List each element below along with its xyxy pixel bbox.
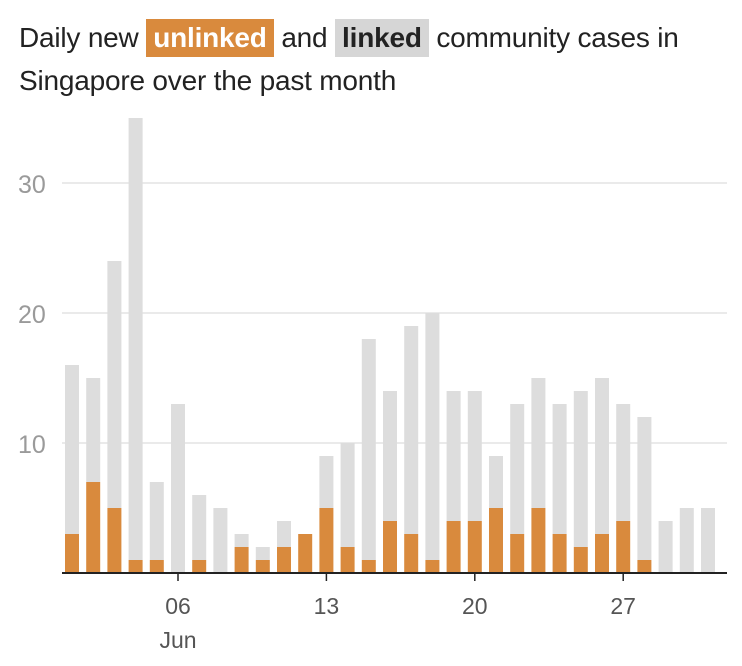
bar-linked bbox=[340, 443, 355, 547]
bar-unlinked bbox=[319, 508, 334, 573]
x-tick-label: 13 bbox=[314, 593, 340, 619]
bar-unlinked bbox=[552, 534, 567, 573]
bar-linked bbox=[531, 378, 546, 508]
bar-unlinked bbox=[234, 547, 249, 573]
title-text-2: and bbox=[281, 22, 328, 53]
bar-linked bbox=[467, 391, 482, 521]
bar-linked bbox=[489, 456, 503, 508]
bar-linked bbox=[404, 326, 419, 534]
y-tick-label: 10 bbox=[18, 431, 46, 459]
bar-unlinked bbox=[637, 560, 652, 573]
bar-unlinked bbox=[573, 547, 588, 573]
x-tick-label: 06 bbox=[165, 593, 191, 619]
bar-unlinked bbox=[531, 508, 546, 573]
bar-linked bbox=[595, 378, 609, 534]
y-tick-label: 30 bbox=[18, 171, 46, 199]
bar-unlinked bbox=[404, 534, 419, 573]
bar-unlinked bbox=[446, 521, 461, 573]
bar-linked bbox=[192, 495, 207, 560]
title-text-1: Daily new bbox=[19, 22, 139, 53]
x-tick-label: 27 bbox=[610, 593, 636, 619]
bar-unlinked bbox=[467, 521, 482, 573]
bar-linked bbox=[701, 508, 715, 573]
bar-linked bbox=[361, 339, 376, 560]
bar-unlinked bbox=[86, 482, 101, 573]
bar-linked bbox=[446, 391, 461, 521]
bar-unlinked bbox=[361, 560, 376, 573]
bar-unlinked bbox=[616, 521, 631, 573]
x-tick-sublabel: Jun bbox=[159, 627, 196, 653]
bar-unlinked bbox=[595, 534, 609, 573]
bar-linked bbox=[149, 482, 164, 560]
bar-unlinked bbox=[255, 560, 270, 573]
bar-linked bbox=[319, 456, 334, 508]
bar-linked bbox=[425, 313, 440, 560]
bar-unlinked bbox=[277, 547, 291, 573]
bar-unlinked bbox=[425, 560, 440, 573]
bar-linked bbox=[86, 378, 101, 482]
bar-unlinked bbox=[510, 534, 525, 573]
bar-linked bbox=[679, 508, 694, 573]
bar-linked bbox=[255, 547, 270, 560]
bar-unlinked bbox=[107, 508, 122, 573]
bar-linked bbox=[65, 365, 79, 534]
bar-linked bbox=[658, 521, 673, 573]
bar-linked bbox=[171, 404, 185, 573]
bar-linked bbox=[107, 261, 122, 508]
bar-unlinked bbox=[65, 534, 79, 573]
bar-linked bbox=[510, 404, 525, 534]
bar-unlinked bbox=[340, 547, 355, 573]
bar-linked bbox=[234, 534, 249, 547]
unlinked-legend-tag: unlinked bbox=[146, 19, 274, 57]
bar-linked bbox=[637, 417, 652, 560]
chart-title: Daily new unlinked and linked community … bbox=[19, 16, 729, 102]
x-tick-label: 20 bbox=[462, 593, 488, 619]
bar-unlinked bbox=[149, 560, 164, 573]
linked-legend-tag: linked bbox=[335, 19, 429, 57]
y-tick-label: 20 bbox=[18, 301, 46, 329]
bar-linked bbox=[383, 391, 397, 521]
bar-linked bbox=[277, 521, 291, 547]
bar-unlinked bbox=[192, 560, 207, 573]
bar-unlinked bbox=[489, 508, 503, 573]
bar-linked bbox=[573, 391, 588, 547]
bar-unlinked bbox=[383, 521, 397, 573]
bar-linked bbox=[213, 508, 228, 573]
title-text-3: community cases in Singapore over the pa… bbox=[19, 22, 679, 96]
bar-unlinked bbox=[128, 560, 143, 573]
bar-linked bbox=[616, 404, 631, 521]
bar-linked bbox=[552, 404, 567, 534]
bar-unlinked bbox=[298, 534, 313, 573]
bar-linked bbox=[128, 118, 143, 560]
